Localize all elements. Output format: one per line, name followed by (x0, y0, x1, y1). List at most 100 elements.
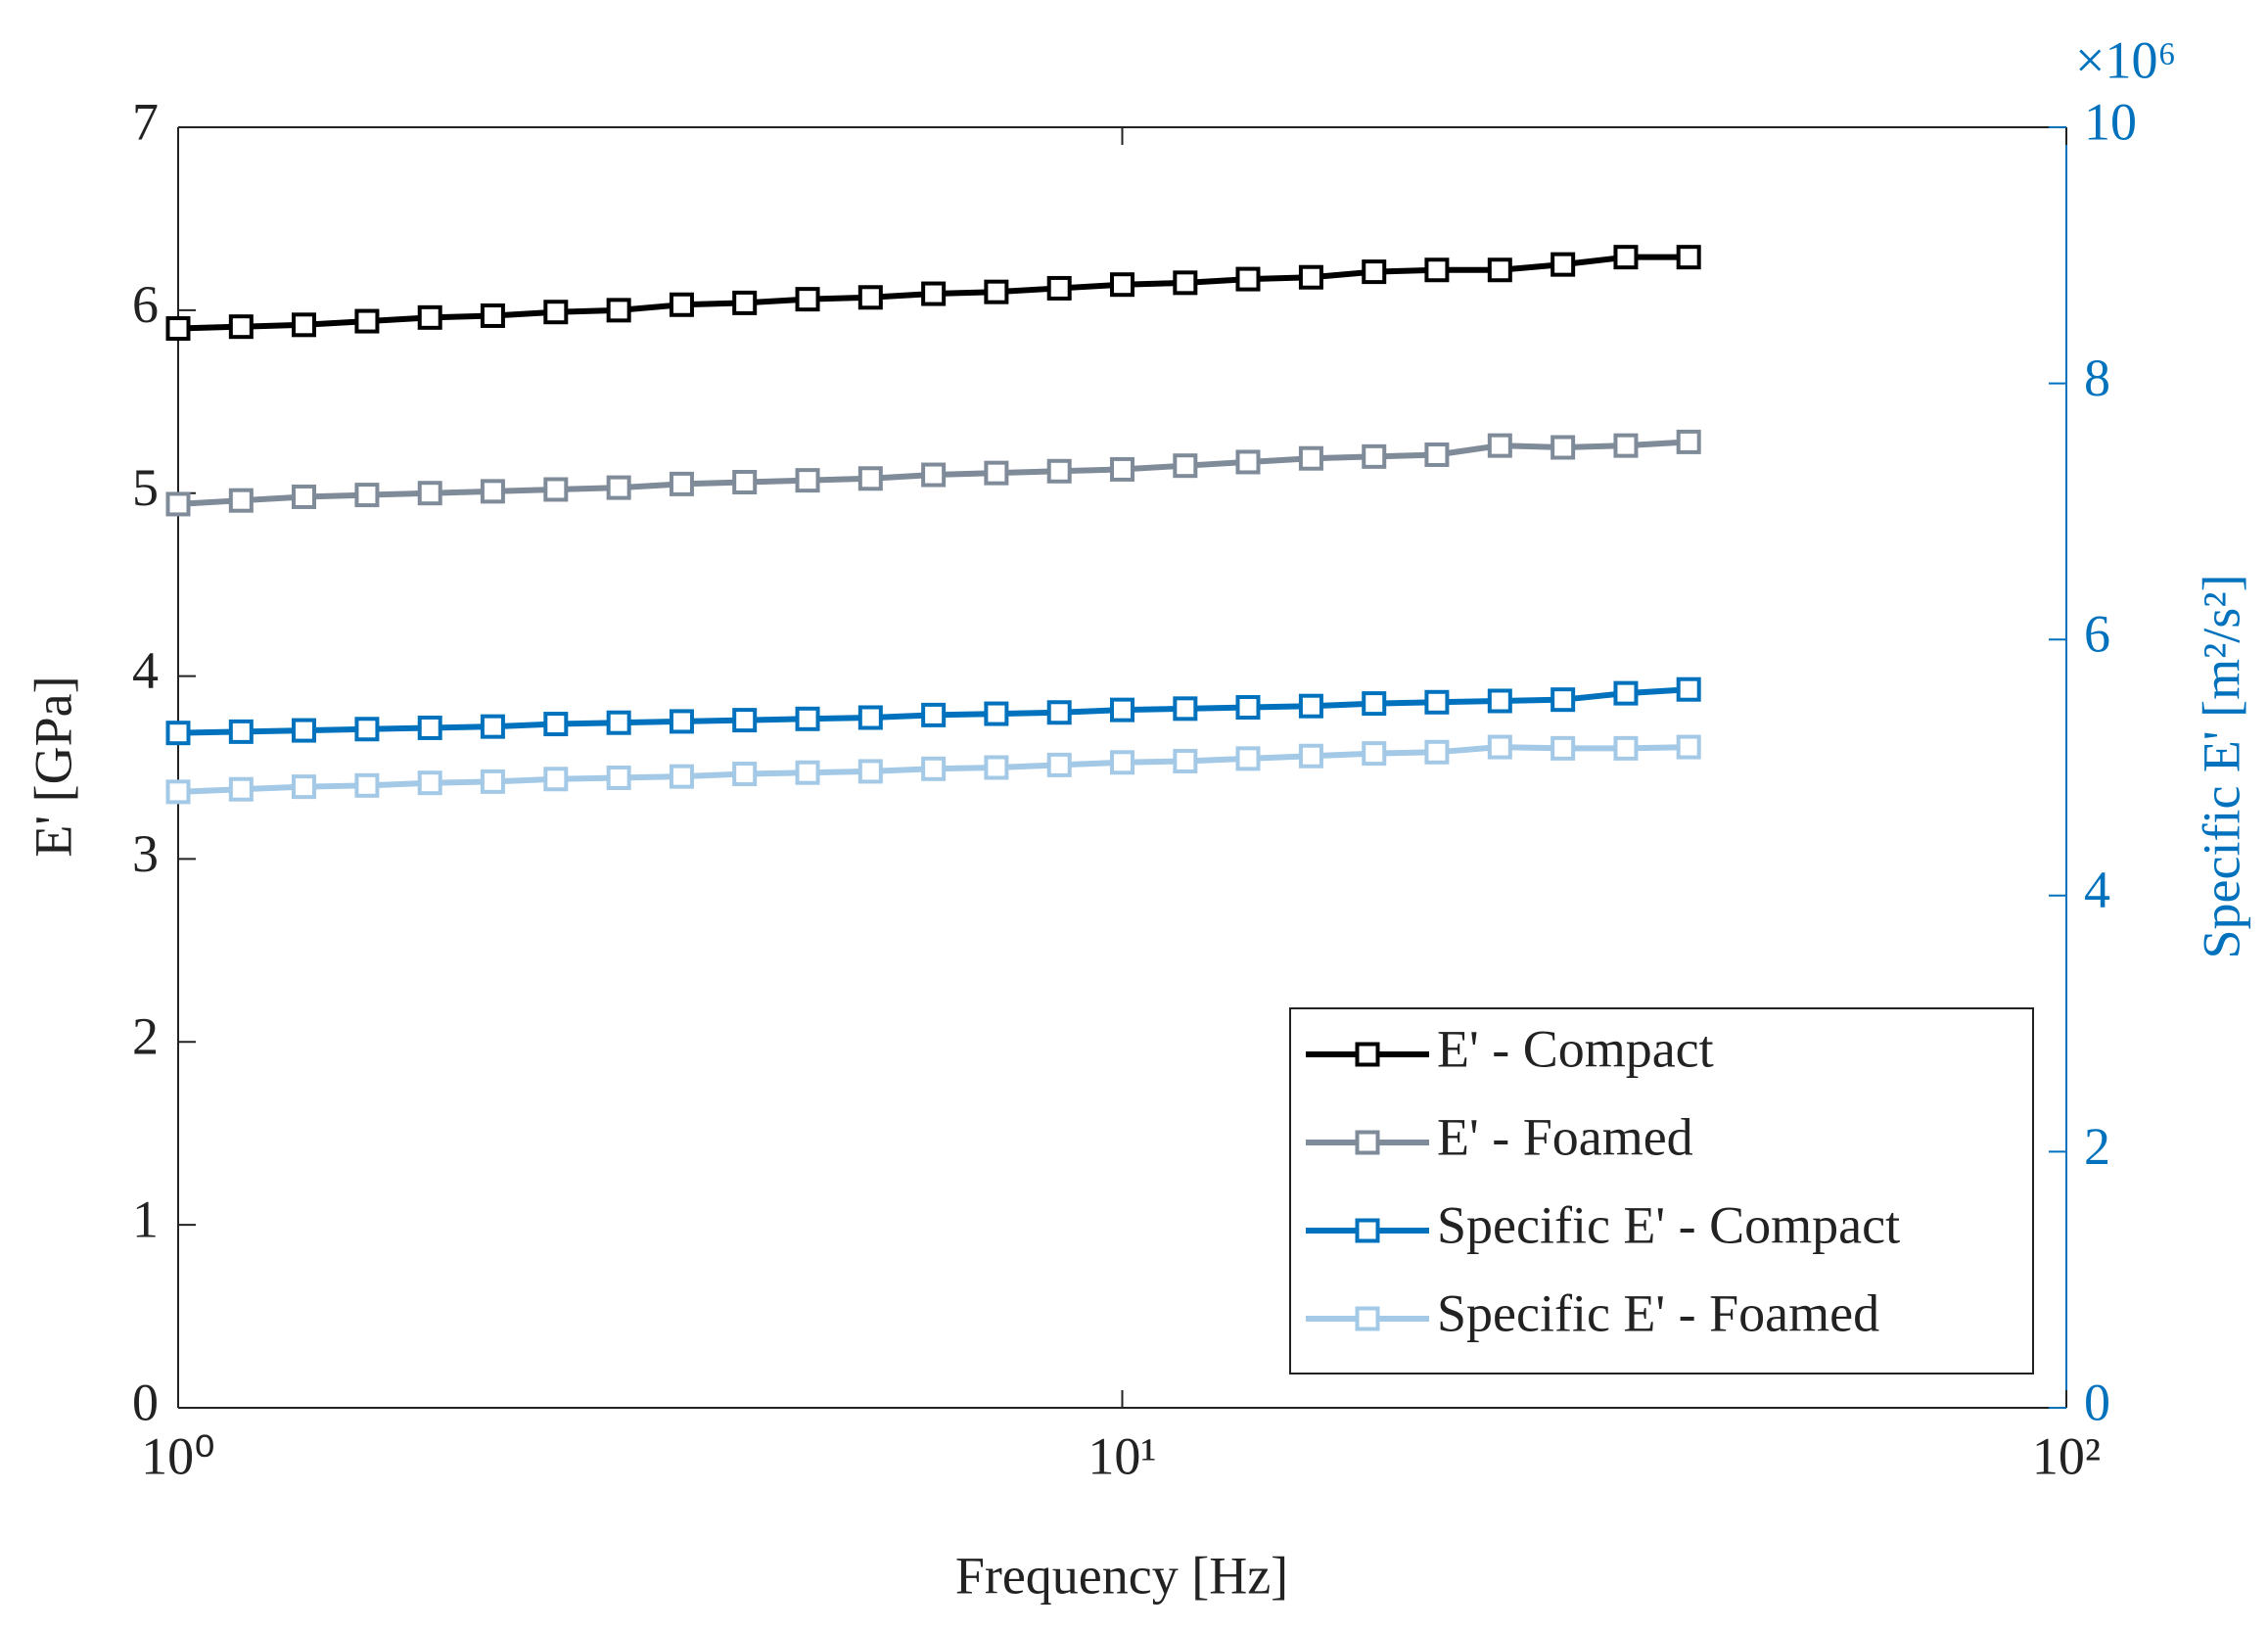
marker (984, 755, 1009, 780)
y-tick-label: 3 (132, 824, 159, 883)
marker (984, 701, 1009, 726)
marker (606, 710, 631, 735)
y-tick-label: 4 (132, 641, 159, 700)
marker (1298, 264, 1323, 290)
y-tick-label: 0 (132, 1373, 159, 1431)
y-tick-label: 6 (132, 275, 159, 334)
marker (921, 281, 947, 306)
marker (228, 719, 254, 744)
marker (228, 488, 254, 513)
marker (921, 702, 947, 727)
marker (1613, 735, 1639, 761)
y2-tick-label: 10 (2084, 92, 2137, 151)
marker (480, 714, 505, 739)
y-tick-label: 1 (132, 1190, 159, 1249)
marker (417, 481, 442, 506)
marker (1362, 691, 1387, 717)
marker (1613, 245, 1639, 270)
marker (1551, 687, 1576, 713)
marker (1487, 688, 1512, 714)
marker (857, 285, 883, 310)
marker (291, 312, 316, 338)
y2-tick-label: 4 (2084, 861, 2110, 919)
marker (543, 477, 569, 502)
marker (1046, 458, 1072, 484)
marker (921, 462, 947, 488)
marker (354, 483, 380, 508)
x-tick-label: 10² (2032, 1426, 2101, 1485)
marker (1235, 266, 1261, 292)
legend-label: E' - Compact (1437, 1019, 1714, 1078)
marker (1173, 453, 1198, 479)
y2-tick-label: 0 (2084, 1373, 2110, 1431)
marker (480, 303, 505, 328)
marker (291, 774, 316, 800)
marker (1362, 741, 1387, 767)
marker (543, 300, 569, 325)
y2-axis-label: Specific E' [m²/s²] (2192, 574, 2250, 958)
marker (795, 760, 820, 785)
marker (417, 770, 442, 796)
marker (354, 308, 380, 334)
marker (1551, 735, 1576, 761)
marker (165, 491, 191, 517)
y-tick-label: 2 (132, 1007, 159, 1066)
legend-box (1289, 1007, 2034, 1375)
marker (606, 765, 631, 790)
marker (228, 776, 254, 802)
legend-marker (1355, 1130, 1380, 1155)
marker (795, 706, 820, 731)
marker (165, 721, 191, 746)
marker (732, 708, 758, 733)
marker (669, 471, 694, 496)
marker (1424, 739, 1450, 765)
marker (795, 287, 820, 312)
marker (1110, 750, 1134, 775)
marker (606, 475, 631, 500)
marker (291, 718, 316, 743)
marker (417, 715, 442, 740)
legend-marker (1355, 1042, 1380, 1067)
marker (1046, 275, 1072, 301)
y2-tick-label: 8 (2084, 349, 2110, 407)
marker (1362, 259, 1387, 285)
marker (1424, 689, 1450, 715)
marker (1235, 695, 1261, 721)
marker (1613, 680, 1639, 706)
marker (1551, 252, 1576, 277)
marker (606, 298, 631, 323)
marker (921, 756, 947, 781)
marker (732, 290, 758, 315)
marker (165, 316, 191, 342)
y2-tick-label: 2 (2084, 1117, 2110, 1176)
marker (543, 767, 569, 792)
marker (669, 764, 694, 789)
marker (795, 468, 820, 493)
marker (1676, 734, 1701, 760)
marker (480, 769, 505, 794)
marker (857, 466, 883, 491)
marker (669, 709, 694, 734)
marker (417, 304, 442, 330)
marker (354, 772, 380, 798)
marker (1046, 752, 1072, 777)
marker (1110, 697, 1134, 722)
legend-marker (1355, 1306, 1380, 1331)
y-axis-label: E' [GPa] (23, 676, 82, 857)
y-tick-label: 7 (132, 92, 159, 151)
marker (732, 470, 758, 495)
legend-label: Specific E' - Foamed (1437, 1283, 1879, 1342)
marker (1676, 676, 1701, 702)
marker (228, 314, 254, 340)
marker (1298, 445, 1323, 471)
marker (1487, 257, 1512, 283)
marker (1235, 449, 1261, 475)
marker (1424, 442, 1450, 467)
legend-marker (1355, 1218, 1380, 1243)
marker (165, 779, 191, 805)
marker (1487, 433, 1512, 458)
marker (732, 762, 758, 787)
marker (1298, 693, 1323, 719)
marker (1298, 743, 1323, 769)
